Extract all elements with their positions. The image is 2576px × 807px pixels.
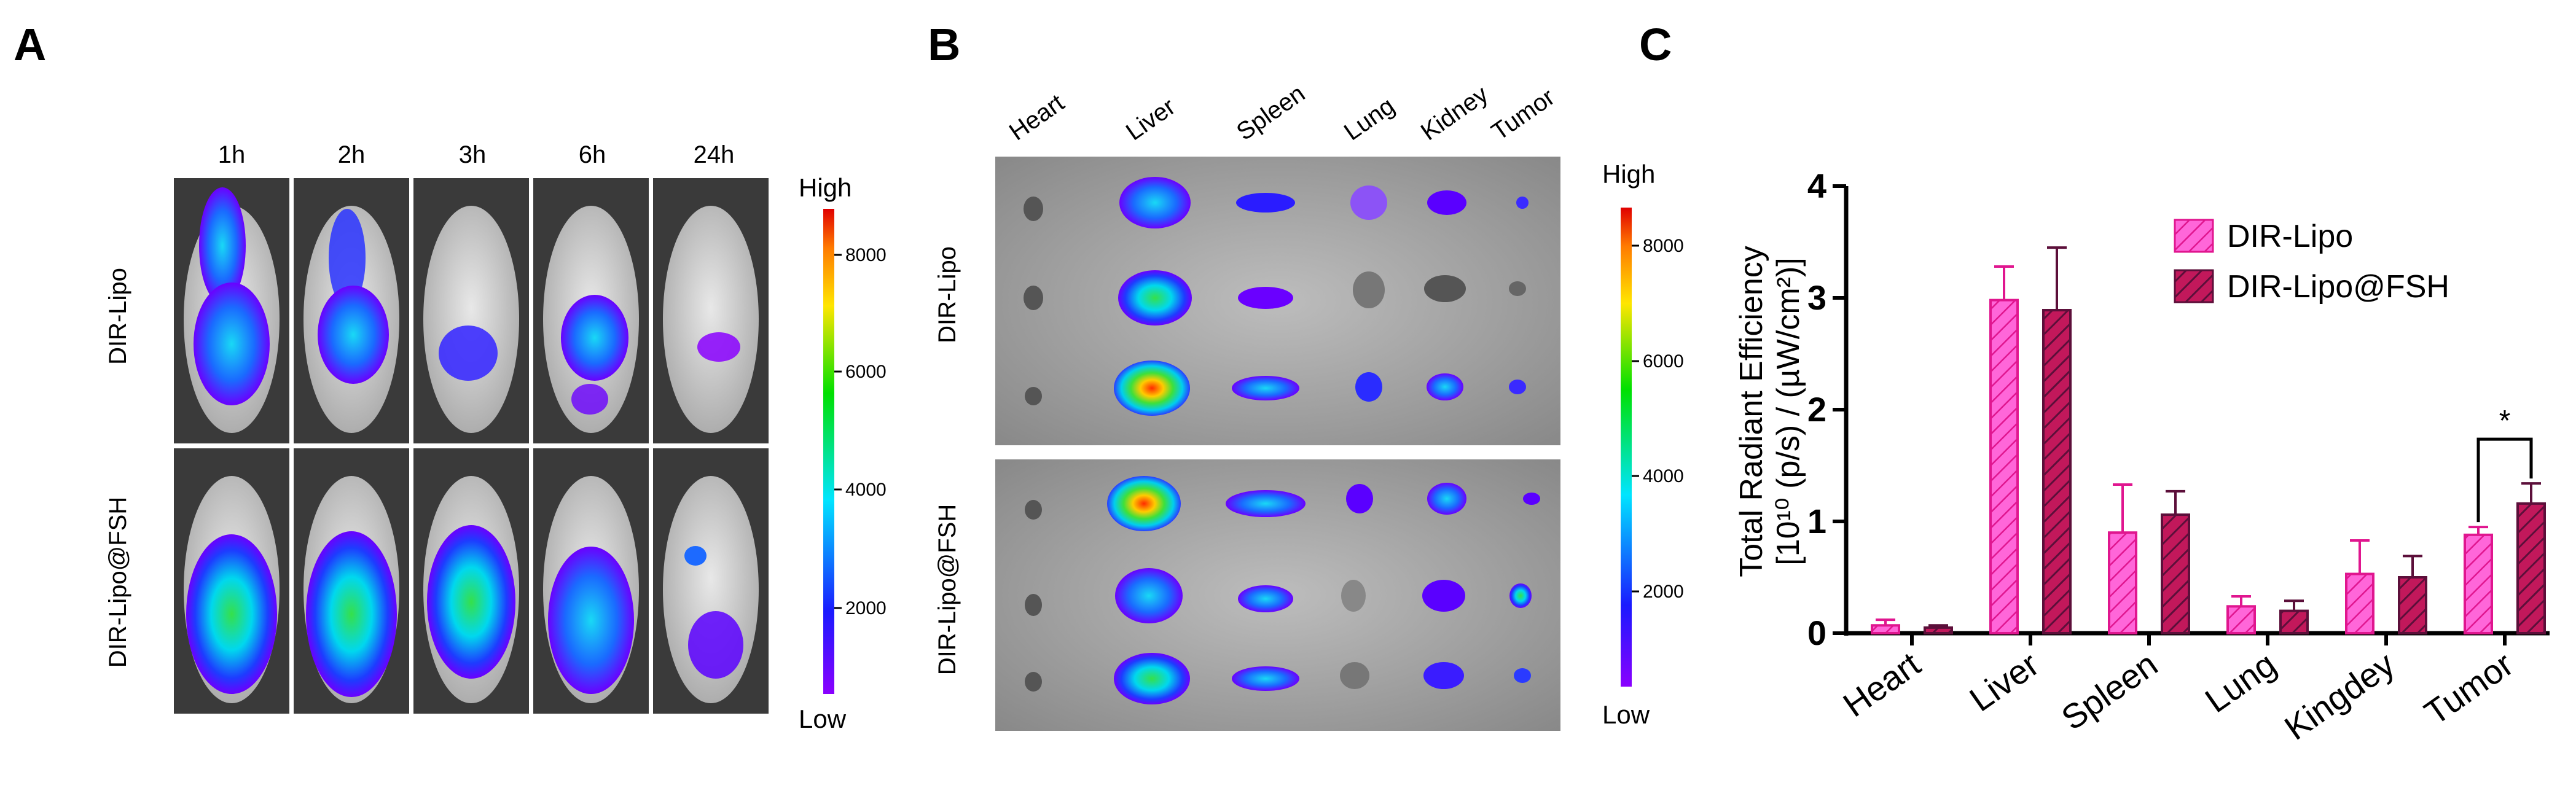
mouse-image-lipo-1h bbox=[174, 178, 289, 443]
bar-dir-lipo-spleen bbox=[2108, 531, 2137, 635]
x-tick-label-spleen: Spleen bbox=[2054, 644, 2164, 738]
x-tick-label-lung: Lung bbox=[2198, 644, 2283, 720]
bar-dir-lipo-fsh-spleen bbox=[2161, 513, 2190, 635]
mouse-image-fsh-24h bbox=[653, 448, 769, 714]
bar-dir-lipo-lung bbox=[2226, 605, 2256, 635]
mouse-image-grid bbox=[174, 178, 769, 714]
x-tick-label-tumor: Tumor bbox=[2417, 644, 2520, 732]
panel-b-row-label-fsh: DIR-Lipo@FSH bbox=[934, 504, 961, 675]
organ-label-spleen: Spleen bbox=[1232, 80, 1310, 146]
mouse-image-lipo-6h bbox=[533, 178, 649, 443]
panel-b-letter: B bbox=[928, 19, 960, 70]
bar-dir-lipo-heart bbox=[1871, 624, 1900, 635]
bar-dir-lipo-fsh-heart bbox=[1924, 626, 1953, 635]
significance-line bbox=[2476, 437, 2533, 523]
legend-swatch-dir-lipo bbox=[2174, 219, 2214, 253]
panel-a-scale-bar bbox=[823, 209, 834, 694]
mouse-image-fsh-2h bbox=[294, 448, 409, 714]
panel-a-scale-high: High bbox=[799, 173, 851, 202]
y-tick-label-1: 1 bbox=[1807, 502, 1826, 540]
chart-axes bbox=[1844, 186, 2550, 636]
legend-label-dir-lipo-fsh: DIR-Lipo@FSH bbox=[2227, 269, 2449, 305]
bar-dir-lipo-kingdey bbox=[2345, 572, 2374, 634]
panel-a: A 1h 2h 3h 6h 24h DIR-Lipo DIR-Lipo@FSH bbox=[14, 19, 887, 733]
panel-a-scale-tick-6000: 6000 bbox=[845, 362, 887, 382]
mouse-image-fsh-6h bbox=[533, 448, 649, 714]
panel-a-time-labels: 1h 2h 3h 6h 24h bbox=[218, 141, 735, 168]
bar-series bbox=[1871, 298, 2546, 635]
organ-label-kidney: Kidney bbox=[1416, 80, 1493, 146]
bar-dir-lipo-fsh-kingdey bbox=[2398, 576, 2427, 634]
panel-b-organ-labels: Heart Liver Spleen Lung Kidney Tumor bbox=[1004, 80, 1560, 146]
time-label-6h: 6h bbox=[579, 141, 606, 168]
panel-a-row-label-lipo: DIR-Lipo bbox=[104, 268, 131, 365]
panel-c: C Total Radiant Efficiency [10¹⁰ (p/s) /… bbox=[1639, 19, 2550, 747]
panel-a-scale-tick-4000: 4000 bbox=[845, 480, 887, 500]
panel-a-row-label-fsh: DIR-Lipo@FSH bbox=[104, 497, 131, 668]
organ-label-tumor: Tumor bbox=[1487, 84, 1560, 146]
y-axis-ticks: 0 1 2 3 4 bbox=[1807, 166, 1846, 652]
x-tick-label-kingdey: Kingdey bbox=[2277, 644, 2402, 747]
mouse-image-lipo-24h bbox=[653, 178, 769, 443]
panel-b-scale-tick-6000: 6000 bbox=[1643, 351, 1684, 372]
panel-b-scale-tick-4000: 4000 bbox=[1643, 466, 1684, 486]
panel-a-letter: A bbox=[14, 19, 46, 70]
panel-c-letter: C bbox=[1639, 19, 1672, 70]
panel-a-color-scale: High Low 8000 6000 4000 2000 bbox=[799, 173, 887, 733]
y-axis-label-line1: Total Radiant Efficiency bbox=[1734, 246, 1769, 577]
x-tick-label-heart: Heart bbox=[1836, 644, 1928, 724]
y-tick-label-4: 4 bbox=[1807, 166, 1826, 205]
y-axis-label-line2: [10¹⁰ (p/s) / (µW/cm²)] bbox=[1771, 257, 1806, 565]
y-tick-label-2: 2 bbox=[1807, 390, 1826, 429]
panel-b-scale-bar bbox=[1621, 208, 1632, 687]
organ-label-heart: Heart bbox=[1004, 89, 1069, 146]
bar-dir-lipo-fsh-liver bbox=[2042, 309, 2072, 634]
chart-y-label: Total Radiant Efficiency [10¹⁰ (p/s) / (… bbox=[1734, 246, 1806, 577]
time-label-1h: 1h bbox=[218, 141, 246, 168]
x-tick-label-liver: Liver bbox=[1962, 644, 2046, 719]
bar-dir-lipo-tumor bbox=[2464, 533, 2493, 635]
panel-b-scale-high: High bbox=[1602, 160, 1655, 189]
legend-label-dir-lipo: DIR-Lipo bbox=[2227, 219, 2353, 254]
bar-dir-lipo-liver bbox=[1989, 298, 2019, 634]
bar-dir-lipo-fsh-lung bbox=[2279, 609, 2309, 634]
organ-label-lung: Lung bbox=[1339, 92, 1400, 146]
y-tick-label-0: 0 bbox=[1807, 614, 1826, 652]
panel-a-scale-low: Low bbox=[799, 704, 847, 733]
organ-image-fsh bbox=[995, 459, 1560, 731]
time-label-3h: 3h bbox=[459, 141, 487, 168]
panel-b-row-label-lipo: DIR-Lipo bbox=[934, 246, 961, 343]
panel-b: B Heart Liver Spleen Lung Kidney Tumor D… bbox=[928, 19, 1684, 731]
significance-bracket: * bbox=[2476, 405, 2533, 523]
chart-legend: DIR-Lipo DIR-Lipo@FSH bbox=[2174, 219, 2449, 305]
panel-b-color-scale: High Low 8000 6000 4000 2000 bbox=[1602, 160, 1684, 729]
mouse-image-fsh-3h bbox=[413, 448, 529, 714]
significance-label: * bbox=[2499, 405, 2511, 437]
mouse-image-lipo-2h bbox=[294, 178, 409, 443]
organ-label-liver: Liver bbox=[1121, 93, 1180, 146]
legend-swatch-dir-lipo-fsh bbox=[2174, 269, 2214, 303]
error-bars bbox=[1876, 246, 2541, 628]
organ-image-lipo bbox=[995, 157, 1560, 445]
panel-b-scale-tick-8000: 8000 bbox=[1643, 236, 1684, 256]
y-tick-label-3: 3 bbox=[1807, 278, 1826, 317]
mouse-image-lipo-3h bbox=[413, 178, 529, 443]
time-label-2h: 2h bbox=[338, 141, 366, 168]
time-label-24h: 24h bbox=[694, 141, 735, 168]
panel-b-scale-tick-2000: 2000 bbox=[1643, 582, 1684, 602]
panel-a-scale-tick-2000: 2000 bbox=[845, 598, 887, 618]
mouse-image-fsh-1h bbox=[174, 448, 289, 714]
bar-dir-lipo-fsh-tumor bbox=[2516, 502, 2546, 634]
panel-a-scale-tick-8000: 8000 bbox=[845, 245, 887, 265]
panel-b-scale-low: Low bbox=[1602, 700, 1650, 729]
